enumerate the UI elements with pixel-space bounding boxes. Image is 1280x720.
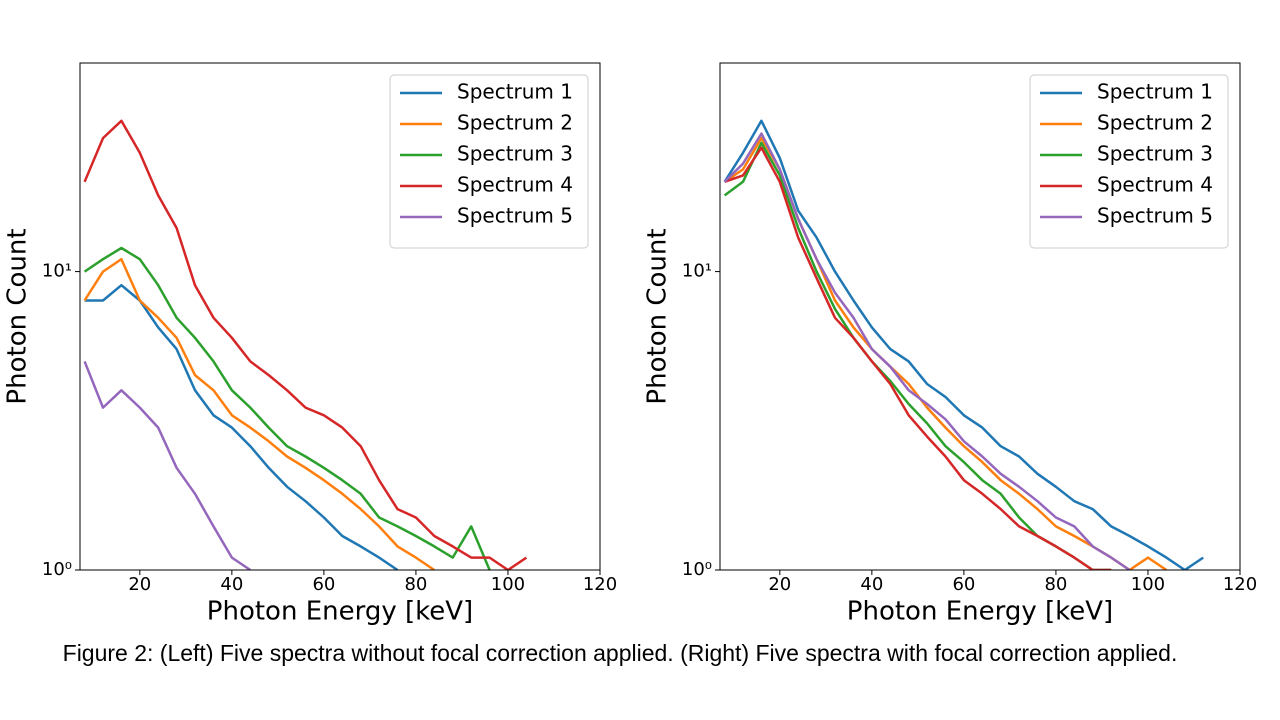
legend-label: Spectrum 4 (1097, 173, 1213, 197)
x-axis-label: Photon Energy [keV] (847, 597, 1113, 627)
axes-frame (79, 62, 601, 571)
panel: 20 40 60 80 100 120 10⁰ 10¹ Photon Energy [keV] P… (643, 62, 1257, 627)
x-axis-label: Photon Energy [keV] (207, 597, 473, 627)
legend: Spectrum 1 Spectrum 2 Spectrum 3 Spectrum 4… (389, 74, 589, 249)
series-line (83, 360, 251, 570)
series-line (84, 283, 399, 570)
x-tick-label: 60 (312, 574, 335, 595)
y-axis-label: Photon Count (3, 228, 33, 404)
panel: 20 40 60 80 100 120 10⁰ 10¹ Photon Energy [keV] P… (3, 62, 617, 627)
legend-label: Spectrum 2 (1097, 111, 1213, 135)
x-tick-label: 20 (128, 574, 151, 595)
y-tick-label: 10⁰ (42, 559, 72, 580)
series-line (723, 119, 1204, 570)
legend-label: Spectrum 5 (1097, 204, 1213, 228)
legend-label: Spectrum 5 (457, 204, 573, 228)
series-line (724, 146, 1112, 570)
x-tick-label: 120 (1223, 574, 1257, 595)
x-tick-label: 100 (1131, 574, 1165, 595)
x-tick-label: 20 (768, 574, 791, 595)
legend-label: Spectrum 3 (457, 142, 573, 166)
x-tick-label: 80 (1044, 574, 1067, 595)
legend: Spectrum 1 Spectrum 2 Spectrum 3 Spectrum 4… (1029, 74, 1229, 249)
plot-area (723, 119, 1204, 570)
series-line (83, 119, 528, 570)
x-tick-label: 100 (491, 574, 525, 595)
legend-box (1029, 74, 1229, 249)
plot-area (83, 119, 582, 570)
y-tick-label: 10⁰ (682, 559, 712, 580)
y-tick-label: 10¹ (682, 261, 712, 282)
x-tick-label: 60 (952, 574, 975, 595)
legend-box (389, 74, 589, 249)
x-tick-label: 40 (860, 574, 883, 595)
caption: Figure 2: (Left) Five spectra without fo… (63, 640, 1178, 666)
legend-label: Spectrum 1 (457, 80, 573, 104)
x-tick-label: 80 (404, 574, 427, 595)
legend-label: Spectrum 2 (457, 111, 573, 135)
y-axis-label: Photon Count (643, 228, 673, 404)
series-line (85, 248, 582, 570)
axes-frame (719, 62, 1241, 571)
legend-label: Spectrum 1 (1097, 80, 1213, 104)
series-line (723, 132, 1131, 570)
legend-label: Spectrum 3 (1097, 142, 1213, 166)
x-tick-label: 40 (220, 574, 243, 595)
x-tick-label: 120 (583, 574, 617, 595)
series-line (83, 257, 435, 570)
y-tick-label: 10¹ (42, 261, 72, 282)
legend-label: Spectrum 4 (457, 173, 573, 197)
